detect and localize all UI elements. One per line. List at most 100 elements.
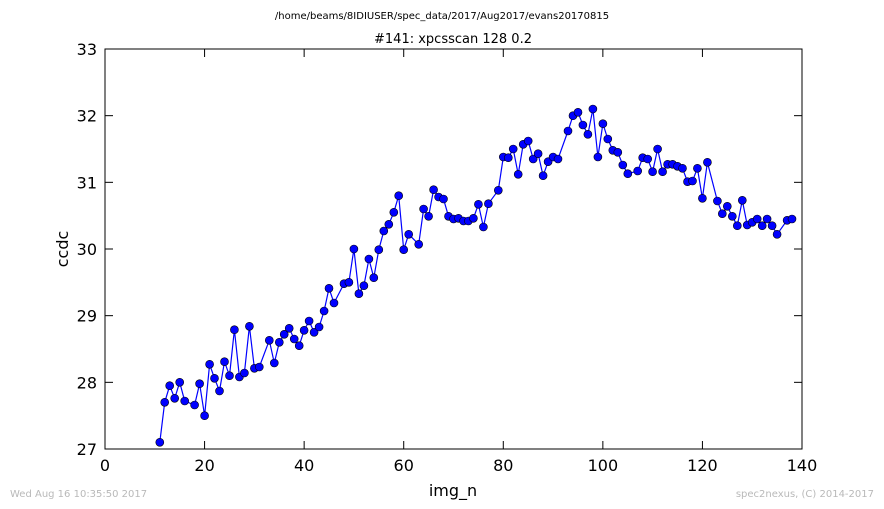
data-point xyxy=(563,126,573,136)
data-point xyxy=(240,368,249,378)
data-point xyxy=(588,104,598,114)
data-point xyxy=(538,171,548,180)
x-tick-label: 20 xyxy=(194,456,214,475)
data-point xyxy=(309,327,319,337)
data-point xyxy=(573,108,583,117)
x-tick-label: 80 xyxy=(493,456,513,475)
data-point xyxy=(613,148,623,157)
y-tick-label: 30 xyxy=(77,240,97,259)
y-tick-label: 27 xyxy=(77,440,97,459)
data-point xyxy=(767,221,777,230)
data-point xyxy=(598,119,608,128)
data-point xyxy=(289,334,299,344)
data-point xyxy=(344,277,354,287)
data-point xyxy=(508,144,518,154)
plot-frame xyxy=(104,48,803,450)
x-tick-label: 140 xyxy=(787,456,818,475)
y-tick-label: 32 xyxy=(77,107,97,126)
data-point xyxy=(503,153,513,162)
data-point xyxy=(354,289,364,299)
data-point xyxy=(215,386,224,396)
x-tick-label: 0 xyxy=(100,456,110,475)
data-point xyxy=(648,167,657,176)
data-point xyxy=(717,209,727,218)
data-point xyxy=(713,196,722,206)
y-axis-label: ccdc xyxy=(53,231,72,268)
data-point xyxy=(200,411,209,421)
x-tick-label: 40 xyxy=(294,456,314,475)
data-point xyxy=(578,120,588,130)
data-point xyxy=(732,221,742,230)
data-point xyxy=(678,164,687,173)
data-point xyxy=(722,202,732,211)
data-point xyxy=(379,226,389,236)
axis-ticks: 0 20 40 60 80 100 120 140 27 28 29 30 31 32 33 xyxy=(77,40,818,475)
data-point xyxy=(618,160,628,170)
data-point xyxy=(653,144,662,154)
data-point xyxy=(175,377,184,387)
data-point xyxy=(429,185,438,194)
data-point xyxy=(419,204,428,214)
data-point xyxy=(324,283,334,293)
data-point xyxy=(220,357,229,367)
data-point xyxy=(165,381,174,391)
data-point xyxy=(254,362,264,372)
data-point xyxy=(269,358,279,368)
data-point xyxy=(414,240,424,249)
data-point xyxy=(583,130,593,139)
data-point xyxy=(693,164,702,173)
data-point xyxy=(469,214,478,223)
y-tick-label: 33 xyxy=(77,40,97,59)
data-point xyxy=(230,325,239,335)
data-point xyxy=(528,154,538,164)
data-point xyxy=(245,321,254,331)
data-point xyxy=(205,359,214,369)
data-point xyxy=(593,152,603,162)
data-point xyxy=(523,136,533,146)
chart-title: #141: xpcsscan 128 0.2 xyxy=(374,32,532,47)
data-point xyxy=(533,149,543,158)
data-point xyxy=(389,208,399,217)
data-point xyxy=(479,222,488,232)
file-path-subtitle: /home/beams/8IDIUSER/spec_data/2017/Aug2… xyxy=(275,11,609,22)
data-point xyxy=(195,379,204,389)
data-point xyxy=(349,244,359,254)
data-point xyxy=(279,329,289,339)
data-point xyxy=(439,194,448,204)
data-point xyxy=(314,322,324,332)
data-point xyxy=(274,337,284,347)
data-point xyxy=(399,245,409,254)
data-point xyxy=(762,214,772,224)
data-point xyxy=(513,170,523,179)
data-point xyxy=(374,245,384,254)
data-point xyxy=(284,323,294,333)
data-point xyxy=(623,169,633,178)
data-point xyxy=(384,220,394,229)
data-point xyxy=(155,437,165,447)
x-tick-label: 60 xyxy=(394,456,414,475)
data-point xyxy=(394,191,404,200)
data-point xyxy=(727,212,737,221)
data-point xyxy=(757,221,767,230)
data-point xyxy=(474,200,483,209)
data-point xyxy=(359,281,369,291)
data-point xyxy=(603,134,613,144)
x-tick-label: 120 xyxy=(687,456,718,475)
data-point xyxy=(170,393,179,403)
data-point xyxy=(180,396,189,406)
data-point xyxy=(772,230,782,239)
data-point xyxy=(633,166,643,176)
data-point xyxy=(643,154,653,164)
data-point xyxy=(424,212,433,221)
data-point xyxy=(364,254,374,264)
data-point xyxy=(329,298,339,308)
x-tick-label: 100 xyxy=(588,456,619,475)
data-point xyxy=(493,186,503,195)
data-point xyxy=(658,167,667,176)
footer-credit: spec2nexus, (C) 2014-2017 xyxy=(735,489,874,500)
x-axis-label: img_n xyxy=(429,481,477,501)
data-point xyxy=(225,371,234,381)
data-point xyxy=(688,176,697,186)
data-point xyxy=(703,158,712,167)
